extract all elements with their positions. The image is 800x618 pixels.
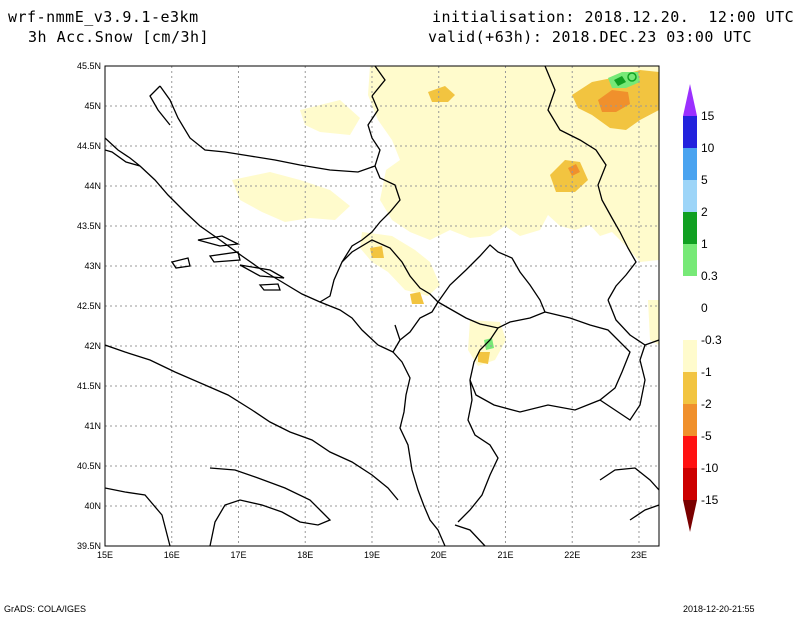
- lat-tick-label: 41N: [84, 421, 101, 431]
- colorbar-box: [683, 436, 697, 468]
- lon-tick-label: 19E: [364, 550, 380, 560]
- colorbar-label: 5: [701, 173, 708, 187]
- snow-field: [232, 66, 659, 366]
- coastline-croatia: [105, 137, 401, 353]
- coastline-italy-south: [105, 487, 171, 546]
- colorbar: 15 10 5 2 1 0.3 0 -0.3 -1 -2 -5 -10 -15: [683, 84, 722, 532]
- init-time: initialisation: 2018.12.20. 12:00 UTC: [432, 8, 795, 26]
- colorbar-label: -15: [701, 493, 719, 507]
- lon-tick-label: 23E: [631, 550, 647, 560]
- lon-tick-label: 20E: [431, 550, 447, 560]
- colorbar-label: -1: [701, 365, 712, 379]
- colorbar-box: [683, 180, 697, 212]
- border-north: [159, 85, 381, 173]
- colorbar-label: 15: [701, 109, 715, 123]
- snow-area-ne: [368, 66, 659, 262]
- grid-lines: [105, 66, 659, 546]
- lon-tick-label: 22E: [564, 550, 580, 560]
- lat-tick-label: 45N: [84, 101, 101, 111]
- lat-tick-label: 42N: [84, 341, 101, 351]
- lon-tick-labels: 15E 16E 17E 18E 19E 20E 21E 22E 23E: [97, 550, 647, 560]
- map-frame: [104, 65, 660, 547]
- colorbar-bottom-arrow: [683, 500, 697, 532]
- colorbar-box: [683, 244, 697, 276]
- colorbar-top-arrow: [683, 84, 697, 116]
- colorbar-label: -5: [701, 429, 712, 443]
- colorbar-box: [683, 404, 697, 436]
- lat-tick-label: 39.5N: [77, 541, 101, 551]
- island-4: [239, 264, 285, 279]
- border-kosovo: [437, 244, 546, 329]
- border-macedonia: [469, 311, 631, 413]
- lat-tick-label: 44.5N: [77, 141, 101, 151]
- border-montenegro: [341, 239, 439, 341]
- snow-green-2: [614, 76, 626, 86]
- border-bosnia-west: [149, 85, 171, 126]
- colorbar-label: 0.3: [701, 269, 718, 283]
- lat-tick-label: 42.5N: [77, 301, 101, 311]
- field-title: 3h Acc.Snow [cm/3h]: [28, 28, 210, 46]
- valid-time: valid(+63h): 2018.DEC.23 03:00 UTC: [428, 28, 753, 46]
- border-bosnia-east: [319, 165, 401, 303]
- island-3: [208, 251, 241, 263]
- snow-green-ring: [627, 72, 637, 82]
- snow-moderate-6: [410, 292, 424, 304]
- snow-moderate-4: [370, 246, 384, 258]
- colorbar-box: [683, 468, 697, 500]
- colorbar-box: [683, 372, 697, 404]
- lat-tick-label: 43N: [84, 261, 101, 271]
- colorbar-label: 0: [701, 301, 708, 315]
- lon-tick-label: 17E: [230, 550, 246, 560]
- model-title: wrf-nmmE_v3.9.1-e3km: [8, 8, 199, 26]
- lat-tick-label: 40.5N: [77, 461, 101, 471]
- snow-moderate-1: [428, 86, 455, 102]
- snow-area-bosnia: [232, 172, 350, 222]
- coastline-italy-east: [105, 344, 399, 501]
- lat-tick-label: 41.5N: [77, 381, 101, 391]
- border-serbia-east: [371, 66, 637, 301]
- border-albania-greece: [457, 379, 499, 523]
- snow-moderate-3: [550, 160, 588, 192]
- lat-tick-label: 43.5N: [77, 221, 101, 231]
- coastline-albania: [392, 351, 446, 546]
- snow-area-edge: [648, 300, 659, 345]
- border-greece-east: [607, 299, 646, 346]
- colorbar-label: -0.3: [701, 333, 722, 347]
- colorbar-box: [683, 308, 697, 340]
- snow-green-3: [484, 338, 494, 350]
- border-greece-bulgaria: [599, 339, 659, 421]
- island-5: [258, 283, 281, 291]
- lat-tick-label: 44N: [84, 181, 101, 191]
- snow-heavy-2: [568, 164, 580, 176]
- boundaries: [105, 66, 659, 546]
- lon-tick-label: 21E: [497, 550, 513, 560]
- colorbar-label: 2: [701, 205, 708, 219]
- island-2: [170, 257, 191, 269]
- coastline-greece-aegean: [599, 467, 659, 521]
- footer-timestamp: 2018-12-20-21:55: [683, 604, 755, 614]
- snow-area-north: [300, 100, 360, 135]
- colorbar-label: 10: [701, 141, 715, 155]
- colorbar-label: -10: [701, 461, 719, 475]
- colorbar-box: [683, 212, 697, 244]
- colorbar-box: [683, 340, 697, 372]
- island-1: [197, 235, 241, 247]
- coastline-greece-nw: [454, 524, 486, 546]
- lon-tick-label: 18E: [297, 550, 313, 560]
- colorbar-box: [683, 276, 697, 308]
- lon-tick-label: 16E: [164, 550, 180, 560]
- lat-tick-labels: 39.5N 40N 40.5N 41N 41.5N 42N 42.5N 43N 43.5N 44N…: [77, 61, 101, 551]
- colorbar-box: [683, 116, 697, 148]
- snow-moderate-5: [478, 352, 490, 364]
- colorbar-label: 1: [701, 237, 708, 251]
- colorbar-box: [683, 148, 697, 180]
- colorbar-label: -2: [701, 397, 712, 411]
- lat-tick-label: 40N: [84, 501, 101, 511]
- footer-credit: GrADS: COLA/IGES: [4, 604, 87, 614]
- lon-tick-label: 15E: [97, 550, 113, 560]
- coastline-puglia-heel: [209, 467, 332, 546]
- lat-tick-label: 45.5N: [77, 61, 101, 71]
